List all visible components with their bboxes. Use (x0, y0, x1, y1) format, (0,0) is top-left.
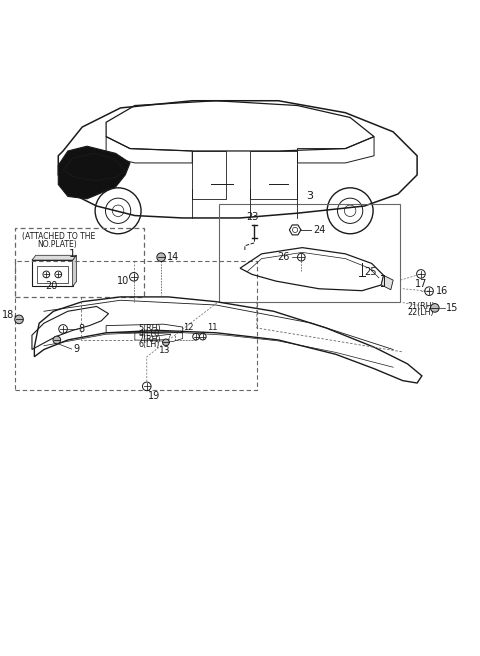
Text: 6(LH): 6(LH) (139, 340, 160, 349)
Text: 20: 20 (45, 281, 57, 291)
Text: 21(RH): 21(RH) (408, 302, 435, 311)
Circle shape (15, 315, 24, 323)
Text: 3: 3 (306, 191, 313, 201)
Text: 4(LH): 4(LH) (139, 329, 160, 338)
Text: 18: 18 (2, 310, 15, 319)
Polygon shape (381, 276, 393, 290)
Bar (218, 203, 400, 302)
Text: 9: 9 (73, 344, 80, 354)
Text: 11: 11 (206, 323, 217, 333)
Text: 16: 16 (436, 286, 448, 296)
Circle shape (163, 339, 169, 346)
Text: NO.PLATE): NO.PLATE) (37, 241, 76, 249)
Text: 23: 23 (246, 212, 258, 222)
Text: 13: 13 (159, 346, 171, 355)
Text: 10: 10 (117, 276, 129, 286)
Text: 15: 15 (446, 303, 459, 313)
Text: 1: 1 (69, 249, 76, 259)
Polygon shape (58, 146, 130, 199)
Text: 26: 26 (277, 252, 290, 262)
Text: 14: 14 (168, 252, 180, 262)
Text: 24: 24 (313, 225, 325, 235)
Text: 19: 19 (148, 391, 160, 401)
Text: 25: 25 (364, 266, 377, 277)
Circle shape (53, 336, 60, 344)
Text: (ATTACHED TO THE: (ATTACHED TO THE (23, 232, 96, 241)
Circle shape (431, 304, 439, 312)
Text: 17: 17 (415, 279, 427, 289)
Text: 8: 8 (79, 324, 85, 334)
Text: 7(RH): 7(RH) (139, 335, 161, 344)
Text: 5(RH): 5(RH) (139, 325, 161, 333)
Text: 12: 12 (183, 323, 193, 333)
Circle shape (157, 253, 166, 262)
Polygon shape (32, 255, 76, 260)
Polygon shape (72, 255, 76, 287)
Text: 22(LH): 22(LH) (408, 308, 434, 317)
